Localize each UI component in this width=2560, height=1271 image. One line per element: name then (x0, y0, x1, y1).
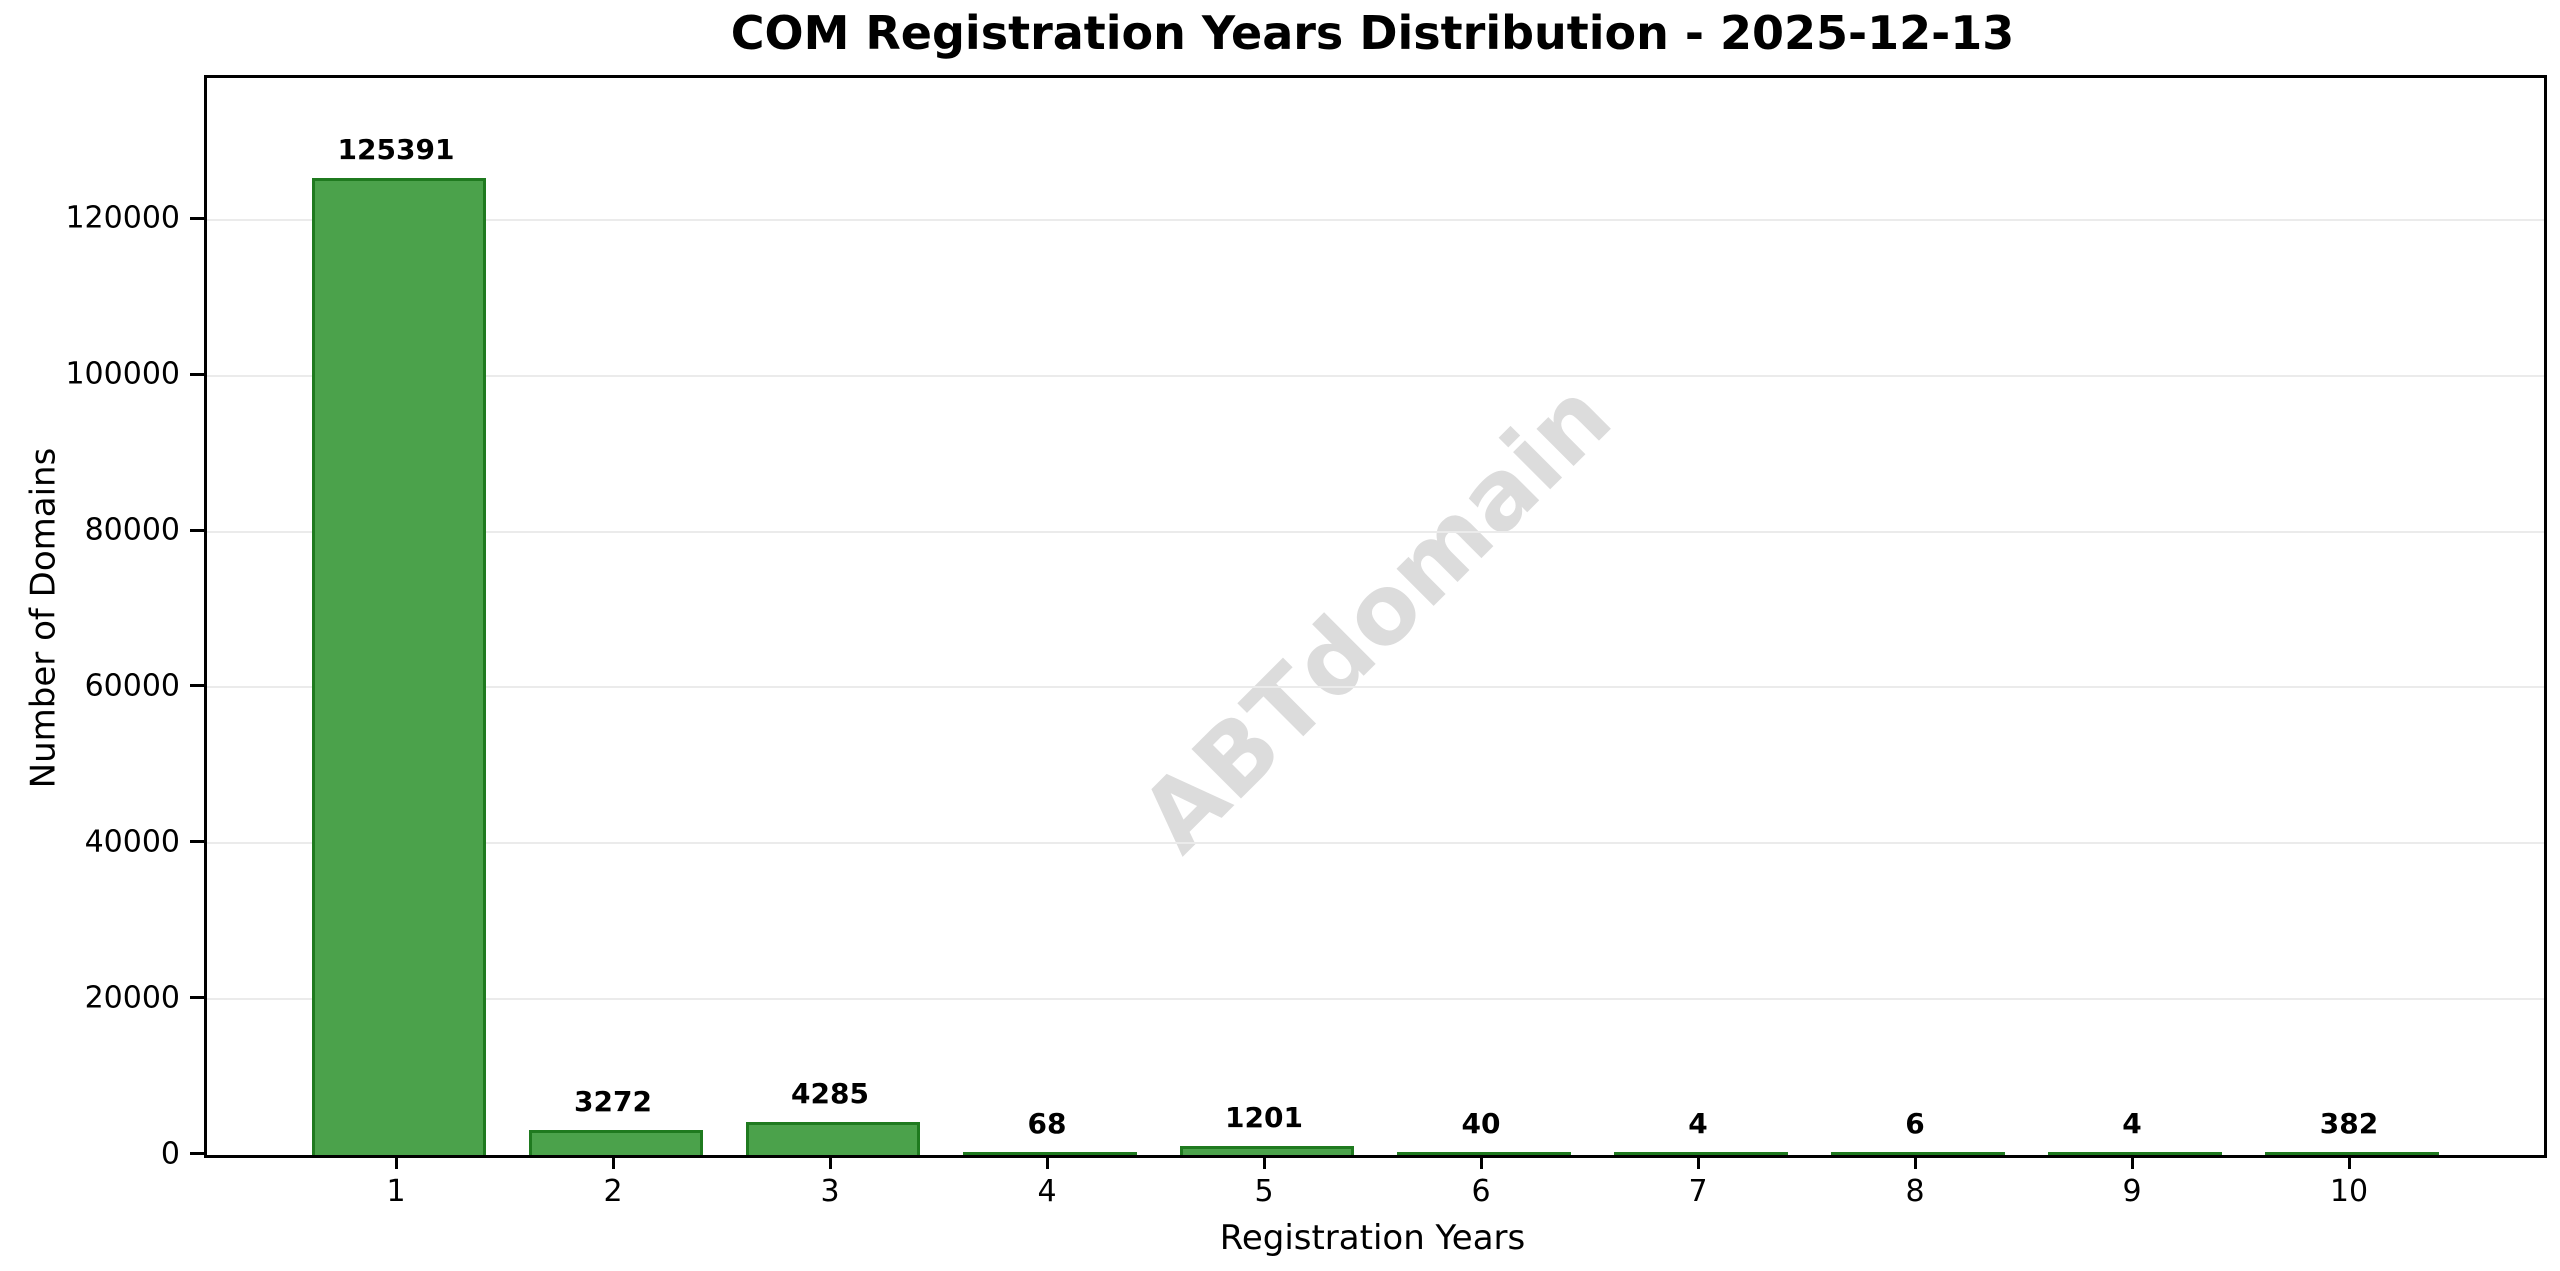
y-gridline (207, 842, 2544, 845)
y-gridline (207, 374, 2544, 377)
y-gridline (207, 218, 2544, 221)
x-tick-label: 9 (2122, 1174, 2142, 1209)
x-axis-label: Registration Years (1219, 1218, 1526, 1258)
bar-value-label: 3272 (574, 1084, 652, 1118)
watermark-text: ABTdomain (1118, 359, 1633, 874)
x-tick-mark (2347, 1155, 2351, 1169)
x-tick-mark (1913, 1155, 1917, 1169)
bar-value-label: 382 (2319, 1107, 2379, 1140)
y-tick-mark (190, 216, 204, 220)
bar-value-label: 4285 (791, 1076, 869, 1110)
x-tick-label: 3 (820, 1174, 840, 1209)
bar (1831, 1152, 2005, 1155)
bar (1614, 1152, 1788, 1155)
x-tick-mark (394, 1155, 398, 1169)
bar (746, 1121, 920, 1155)
y-tick-label: 120000 (65, 200, 180, 236)
chart-title: COM Registration Years Distribution - 20… (730, 6, 2015, 60)
x-tick-label: 7 (1688, 1174, 1708, 1209)
y-tick-mark (190, 840, 204, 844)
x-tick-label: 1 (386, 1174, 406, 1209)
x-tick-label: 2 (603, 1174, 623, 1209)
x-tick-mark (1696, 1155, 1700, 1169)
x-tick-label: 5 (1254, 1174, 1274, 1209)
y-tick-label: 80000 (84, 512, 180, 548)
bar-value-label: 4 (2122, 1107, 2142, 1140)
y-gridline (207, 998, 2544, 1001)
y-tick-label: 0 (160, 1136, 180, 1171)
x-tick-label: 4 (1037, 1174, 1057, 1209)
y-gridline (207, 686, 2544, 689)
bar-value-label: 1201 (1225, 1100, 1303, 1134)
bar-value-label: 4 (1688, 1107, 1708, 1140)
bar (2048, 1152, 2222, 1155)
bar-value-label: 68 (1027, 1107, 1067, 1140)
y-gridline (207, 530, 2544, 533)
x-tick-mark (2130, 1155, 2134, 1169)
y-tick-mark (190, 372, 204, 376)
y-tick-mark (190, 684, 204, 688)
bar (963, 1152, 1137, 1155)
y-tick-mark (190, 528, 204, 532)
bar (2265, 1152, 2439, 1155)
bar (1397, 1152, 1571, 1155)
watermark: ABTdomain (207, 78, 2544, 1155)
x-tick-mark (828, 1155, 832, 1169)
y-tick-label: 20000 (84, 980, 180, 1016)
bar (1180, 1145, 1354, 1155)
bar-value-label: 6 (1905, 1107, 1925, 1140)
plot-area: ABTdomain (204, 75, 2547, 1158)
y-tick-label: 60000 (84, 668, 180, 704)
bar (312, 177, 486, 1155)
bar-value-label: 40 (1461, 1107, 1501, 1140)
x-tick-mark (1262, 1155, 1266, 1169)
bar-value-label: 125391 (337, 132, 455, 166)
y-tick-mark (190, 996, 204, 1000)
x-tick-label: 10 (2329, 1174, 2369, 1209)
y-tick-mark (190, 1152, 204, 1155)
x-tick-mark (611, 1155, 615, 1169)
bar (529, 1129, 703, 1155)
x-tick-mark (1045, 1155, 1049, 1169)
y-tick-label: 100000 (65, 356, 180, 392)
x-tick-label: 6 (1471, 1174, 1491, 1209)
x-tick-mark (1479, 1155, 1483, 1169)
x-tick-label: 8 (1905, 1174, 1925, 1209)
y-tick-label: 40000 (84, 824, 180, 860)
